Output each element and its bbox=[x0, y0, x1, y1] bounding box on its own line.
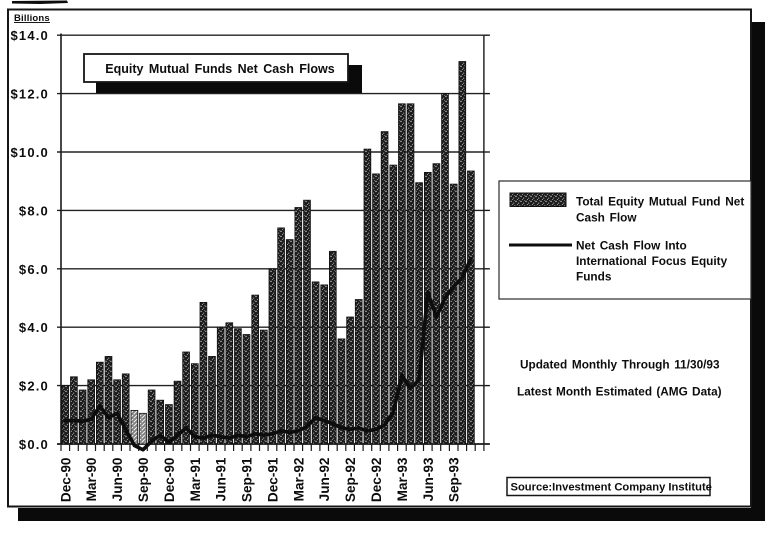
svg-text:Dec-91: Dec-91 bbox=[265, 457, 280, 502]
svg-text:$10.0: $10.0 bbox=[10, 145, 49, 160]
svg-text:Net Cash Flow Into: Net Cash Flow Into bbox=[576, 239, 687, 253]
svg-text:$2.0: $2.0 bbox=[19, 379, 49, 394]
svg-text:International Focus Equity: International Focus Equity bbox=[576, 254, 728, 268]
svg-text:Billions: Billions bbox=[14, 13, 50, 24]
svg-text:Sep-93: Sep-93 bbox=[447, 457, 462, 502]
svg-text:Funds: Funds bbox=[576, 270, 612, 284]
svg-text:Latest Month Estimated (AMG Da: Latest Month Estimated (AMG Data) bbox=[517, 385, 722, 399]
svg-text:Updated Monthly Through 11/30/: Updated Monthly Through 11/30/93 bbox=[520, 358, 720, 372]
svg-text:Cash Flow: Cash Flow bbox=[576, 211, 637, 225]
svg-text:Source:Investment Company Inst: Source:Investment Company Institute bbox=[511, 482, 712, 494]
svg-text:Mar-93: Mar-93 bbox=[395, 457, 410, 501]
svg-text:Sep-90: Sep-90 bbox=[136, 458, 151, 503]
svg-text:Sep-91: Sep-91 bbox=[240, 457, 255, 502]
svg-text:Sep-92: Sep-92 bbox=[343, 457, 358, 502]
svg-text:$4.0: $4.0 bbox=[19, 320, 49, 335]
svg-text:Equity Mutual Funds Net Cash F: Equity Mutual Funds Net Cash Flows bbox=[105, 62, 335, 76]
svg-text:Dec-90: Dec-90 bbox=[162, 458, 177, 503]
svg-text:$6.0: $6.0 bbox=[19, 262, 49, 277]
svg-text:Jun-90: Jun-90 bbox=[110, 458, 125, 502]
svg-text:$12.0: $12.0 bbox=[10, 87, 49, 102]
svg-text:Jun-93: Jun-93 bbox=[421, 457, 436, 501]
svg-text:Mar-92: Mar-92 bbox=[291, 457, 306, 501]
svg-text:$0.0: $0.0 bbox=[19, 437, 49, 452]
svg-text:Jun-92: Jun-92 bbox=[317, 457, 332, 501]
svg-text:$8.0: $8.0 bbox=[19, 203, 49, 218]
svg-text:Dec-90: Dec-90 bbox=[58, 458, 73, 503]
svg-text:Jun-91: Jun-91 bbox=[214, 457, 229, 501]
svg-text:Mar-91: Mar-91 bbox=[188, 457, 203, 501]
svg-text:$14.0: $14.0 bbox=[10, 28, 49, 43]
svg-text:Dec-92: Dec-92 bbox=[369, 457, 384, 502]
svg-text:Mar-90: Mar-90 bbox=[84, 458, 99, 502]
svg-text:Total Equity Mutual Fund Net: Total Equity Mutual Fund Net bbox=[576, 195, 744, 209]
